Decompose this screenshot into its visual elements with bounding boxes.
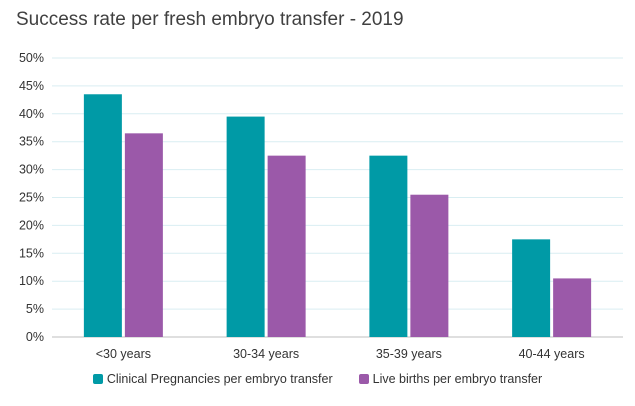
- legend-label: Live births per embryo transfer: [372, 372, 543, 386]
- y-tick-label: 45%: [19, 79, 44, 93]
- y-tick-label: 40%: [19, 107, 44, 121]
- y-tick-label: 5%: [26, 302, 44, 316]
- y-tick-label: 30%: [19, 163, 44, 177]
- legend-item-live-births[interactable]: Live births per embryo transfer: [358, 372, 543, 386]
- bar-clinical-pregnancies[interactable]: [512, 239, 551, 337]
- bar-clinical-pregnancies[interactable]: [226, 116, 265, 337]
- legend-item-clinical-pregnancies[interactable]: Clinical Pregnancies per embryo transfer: [92, 372, 333, 386]
- bar-clinical-pregnancies[interactable]: [83, 94, 122, 338]
- bar-live-births[interactable]: [410, 194, 449, 337]
- y-tick-label: 0%: [26, 330, 44, 344]
- legend: Clinical Pregnancies per embryo transfer…: [0, 372, 635, 386]
- x-axis-ticks: <30 years 30-34 years 35-39 years 40-44 yea…: [96, 347, 585, 361]
- chart-title: Success rate per fresh embryo transfer -…: [16, 9, 404, 30]
- bar-live-births[interactable]: [553, 278, 592, 337]
- y-tick-label: 50%: [19, 51, 44, 65]
- x-tick-label: <30 years: [96, 347, 151, 361]
- y-tick-label: 35%: [19, 135, 44, 149]
- legend-swatch-teal: [92, 374, 103, 384]
- bars: [83, 94, 592, 338]
- y-tick-label: 25%: [19, 191, 44, 205]
- legend-swatch-purple: [358, 374, 369, 384]
- bar-live-births[interactable]: [267, 155, 306, 337]
- y-tick-label: 10%: [19, 274, 44, 288]
- y-axis-ticks: 0% 5% 10% 15% 20% 25% 30% 35% 40% 45% 50%: [19, 51, 44, 344]
- x-tick-label: 40-44 years: [519, 347, 585, 361]
- bar-clinical-pregnancies[interactable]: [369, 155, 408, 337]
- y-tick-label: 15%: [19, 246, 44, 260]
- x-tick-label: 35-39 years: [376, 347, 442, 361]
- bar-live-births[interactable]: [124, 133, 163, 337]
- y-tick-label: 20%: [19, 218, 44, 232]
- legend-label: Clinical Pregnancies per embryo transfer: [106, 372, 333, 386]
- x-tick-label: 30-34 years: [233, 347, 299, 361]
